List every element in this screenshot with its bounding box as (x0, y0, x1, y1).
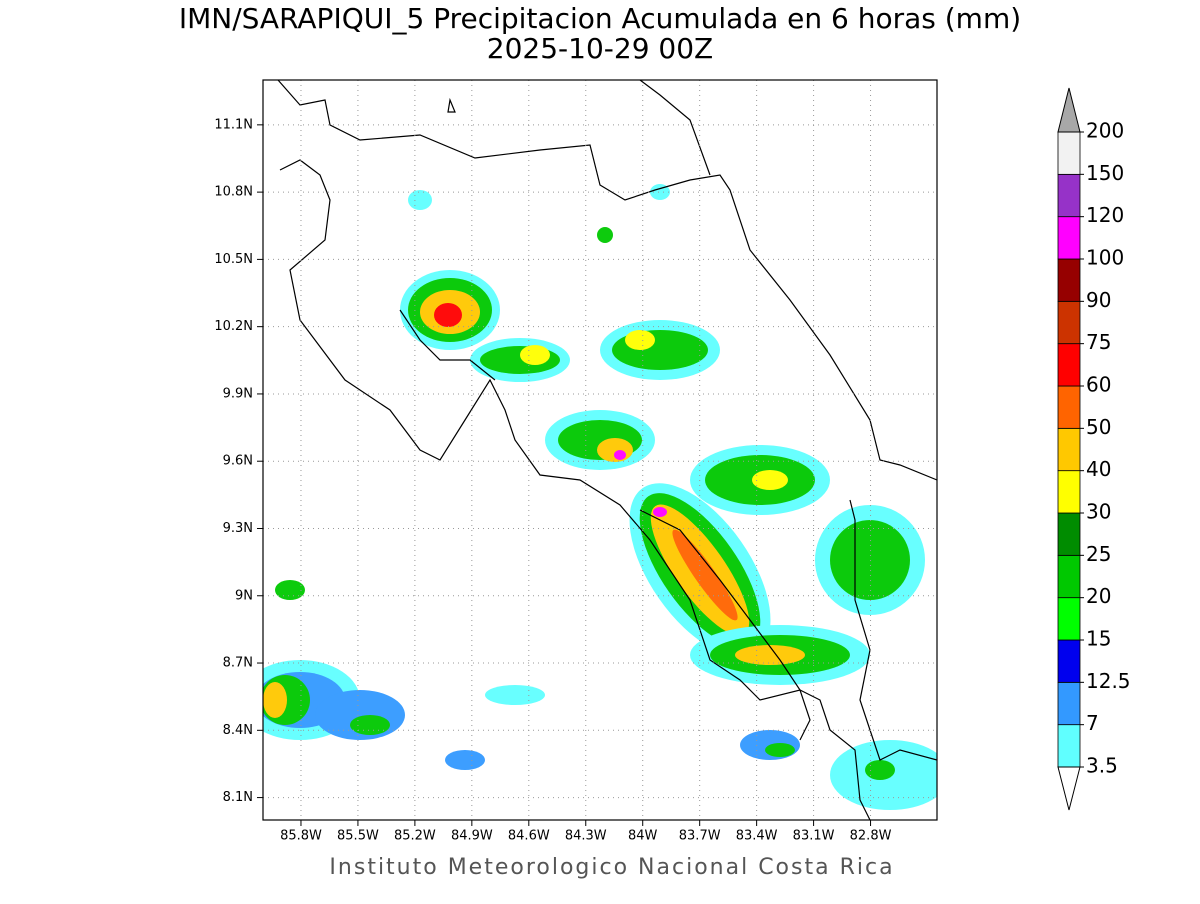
colorbar-under (1057, 766, 1081, 811)
colorbar-label: 20 (1086, 584, 1111, 608)
x-tick-label: 83.1W (793, 829, 835, 844)
colorbar-label: 7 (1086, 711, 1099, 735)
colorbar-label: 200 (1086, 119, 1124, 143)
colorbar-label: 3.5 (1086, 754, 1118, 778)
colorbar-bin (1057, 258, 1081, 302)
colorbar-label: 75 (1086, 330, 1111, 354)
y-tick-label: 8.4N (223, 723, 253, 738)
colorbar-over (1057, 87, 1081, 133)
x-tick-label: 82.8W (850, 829, 892, 844)
colorbar-bin (1057, 427, 1081, 472)
colorbar-bin (1057, 512, 1081, 556)
y-tick-label: 9N (235, 588, 253, 603)
x-tick-label: 84.3W (565, 829, 607, 844)
colorbar-bin (1057, 216, 1081, 260)
x-tick-label: 84.9W (451, 829, 493, 844)
y-tick-label: 9.6N (223, 454, 253, 469)
colorbar-bin (1057, 173, 1081, 218)
y-tick-label: 10.5N (214, 252, 253, 267)
colorbar-label: 30 (1086, 500, 1111, 524)
precip-field (263, 80, 937, 820)
colorbar-label: 15 (1086, 627, 1111, 651)
colorbar: 3.5 7 12.5 15 20 25 30 40 50 60 75 90 100 120 150 200 (1057, 87, 1131, 811)
colorbar-bin (1057, 554, 1081, 599)
x-tick-label: 85.5W (337, 829, 379, 844)
colorbar-label: 25 (1086, 542, 1111, 566)
colorbar-bin (1057, 131, 1081, 175)
x-tick-label: 85.2W (394, 829, 436, 844)
colorbar-bin (1057, 470, 1081, 514)
colorbar-bin (1057, 385, 1081, 429)
colorbar-bin (1057, 639, 1081, 683)
colorbar-bin (1057, 681, 1081, 726)
title: IMN/SARAPIQUI_5 Precipitacion Acumulada … (179, 2, 1021, 35)
colorbar-label: 90 (1086, 288, 1111, 312)
x-tick-label: 84W (628, 829, 658, 844)
y-tick-label: 9.3N (223, 521, 253, 536)
colorbar-label: 12.5 (1086, 669, 1131, 693)
colorbar-label: 50 (1086, 415, 1111, 439)
colorbar-bin (1057, 724, 1081, 768)
y-tick-label: 9.9N (223, 386, 253, 401)
colorbar-label: 40 (1086, 457, 1111, 481)
y-tick-label: 10.8N (214, 185, 253, 200)
x-tick-label: 83.7W (679, 829, 721, 844)
colorbar-bin (1057, 300, 1081, 345)
colorbar-bin (1057, 343, 1081, 387)
x-tick-label: 84.6W (508, 829, 550, 844)
y-tick-label: 10.2N (214, 319, 253, 334)
precip-cells (263, 184, 937, 810)
colorbar-label: 100 (1086, 246, 1124, 270)
colorbar-label: 150 (1086, 161, 1124, 185)
y-tick-label: 8.7N (223, 656, 253, 671)
colorbar-label: 120 (1086, 203, 1124, 227)
y-tick-label: 8.1N (223, 790, 253, 805)
subtitle: 2025-10-29 00Z (487, 32, 713, 65)
colorbar-bin (1057, 597, 1081, 641)
y-tick-label: 11.1N (214, 117, 253, 132)
x-tick-label: 85.8W (280, 829, 322, 844)
colorbar-label: 60 (1086, 373, 1111, 397)
x-tick-label: 83.4W (736, 829, 778, 844)
coastlines (277, 80, 937, 820)
footer: Instituto Meteorologico Nacional Costa R… (329, 855, 894, 880)
map-frame (262, 79, 938, 821)
